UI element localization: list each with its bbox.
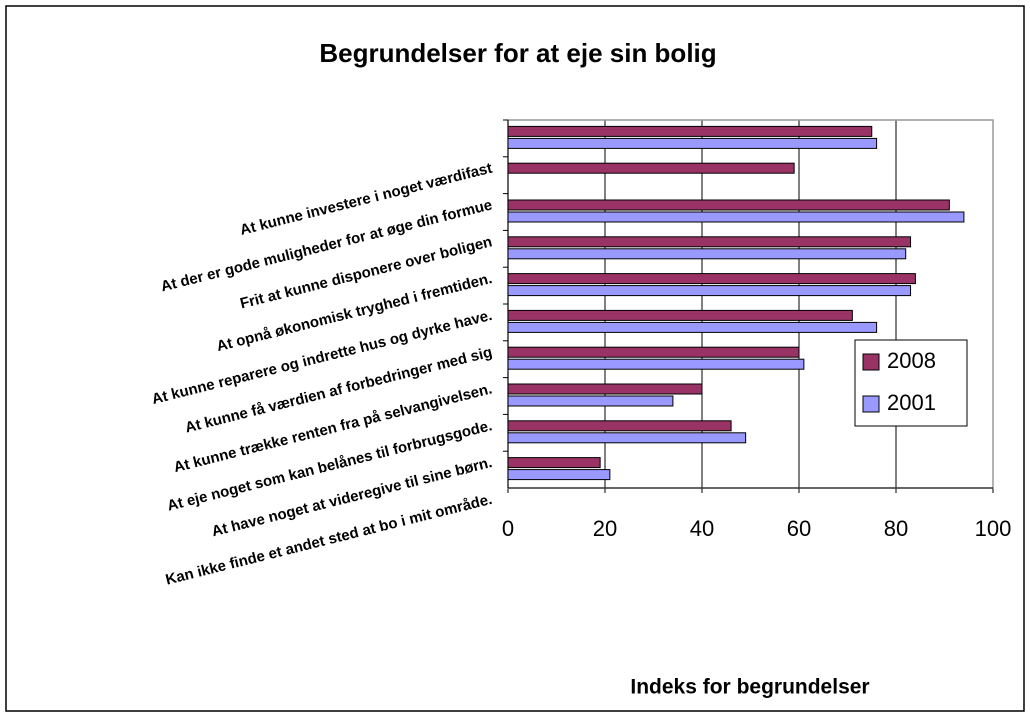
x-tick-label: 40 (690, 516, 714, 541)
bar (507, 162, 795, 174)
bar (507, 420, 732, 432)
x-tick-label: 100 (975, 516, 1012, 541)
bar (507, 309, 853, 321)
bar (507, 248, 907, 260)
bar (507, 383, 703, 395)
chart-title: Begrundelser for at eje sin bolig (319, 38, 716, 68)
bar (507, 346, 800, 358)
bar (507, 137, 878, 149)
legend-swatch (862, 353, 880, 371)
legend-label: 2001 (887, 390, 936, 415)
bar (507, 457, 601, 469)
bar (507, 469, 611, 481)
x-tick-label: 0 (502, 516, 514, 541)
bar (507, 236, 912, 248)
chart-border (5, 5, 1025, 712)
bar (507, 321, 878, 333)
bar (507, 211, 965, 223)
bar (507, 125, 873, 137)
legend-label: 2008 (887, 348, 936, 373)
x-tick-label: 80 (884, 516, 908, 541)
bar (507, 432, 747, 444)
bar (507, 358, 805, 370)
bar (507, 273, 916, 285)
x-tick-label: 60 (787, 516, 811, 541)
bar (507, 285, 912, 297)
x-tick-label: 20 (593, 516, 617, 541)
bar (507, 395, 674, 407)
legend-swatch (862, 395, 880, 413)
x-axis-label: Indeks for begrundelser (630, 676, 869, 699)
bar (507, 199, 950, 211)
